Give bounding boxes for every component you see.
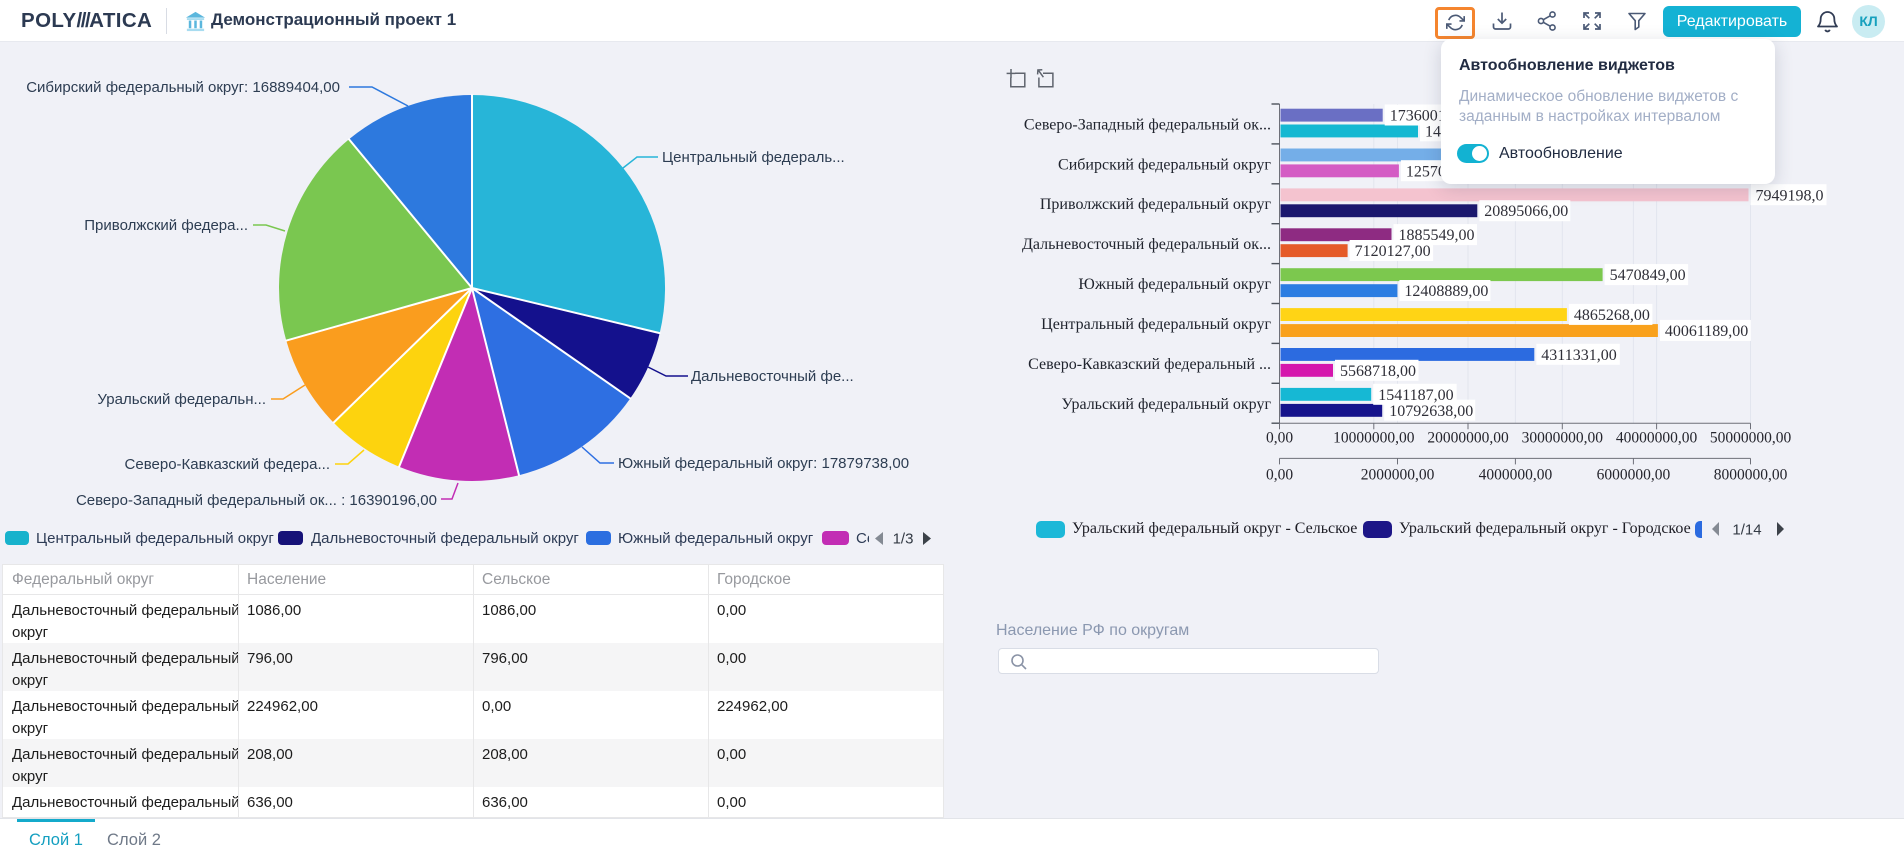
svg-text:Дальневосточный фе...: Дальневосточный фе... <box>691 368 854 385</box>
svg-text:Сибирский федеральный округ: 1: Сибирский федеральный округ: 16889404,00 <box>26 79 340 96</box>
svg-text:Дальневосточный федеральный ок: Дальневосточный федеральный ок... <box>1022 236 1271 253</box>
svg-text:0,00: 0,00 <box>1266 467 1293 484</box>
svg-text:Северо-Западный федеральный ок: Северо-Западный федеральный ок... : 1639… <box>76 492 437 509</box>
svg-text:4000000,00: 4000000,00 <box>1479 467 1553 484</box>
svg-text:50000000,00: 50000000,00 <box>1710 430 1792 447</box>
svg-text:40061189,00: 40061189,00 <box>1665 323 1748 340</box>
svg-text:40000000,00: 40000000,00 <box>1616 430 1698 447</box>
svg-text:Приволжский федеральный округ: Приволжский федеральный округ <box>1040 196 1272 213</box>
svg-text:Уральский федеральн...: Уральский федеральн... <box>97 391 266 408</box>
svg-text:12408889,00: 12408889,00 <box>1404 283 1488 300</box>
svg-text:0,00: 0,00 <box>1266 430 1293 447</box>
svg-text:Северо-Кавказский федера...: Северо-Кавказский федера... <box>125 456 330 473</box>
svg-text:5568718,00: 5568718,00 <box>1340 363 1416 380</box>
svg-text:Центральный федеральный округ: Центральный федеральный округ <box>1041 316 1271 333</box>
svg-text:Центральный федераль...: Центральный федераль... <box>662 149 845 166</box>
svg-text:4311331,00: 4311331,00 <box>1541 347 1616 364</box>
svg-text:Уральский федеральный округ: Уральский федеральный округ <box>1062 396 1272 413</box>
svg-text:1541187,00: 1541187,00 <box>1378 387 1453 404</box>
svg-text:7949198,0: 7949198,0 <box>1756 187 1824 204</box>
svg-text:Северо-Кавказский федеральный: Северо-Кавказский федеральный ... <box>1028 356 1271 373</box>
svg-text:Южный федеральный округ: 17879: Южный федеральный округ: 17879738,00 <box>618 455 909 472</box>
svg-text:20895066,00: 20895066,00 <box>1484 203 1568 220</box>
svg-text:Северо-Западный федеральный ок: Северо-Западный федеральный ок... <box>1024 116 1271 133</box>
svg-text:2000000,00: 2000000,00 <box>1361 467 1435 484</box>
svg-text:Приволжский федера...: Приволжский федера... <box>84 217 248 234</box>
svg-text:1/14: 1/14 <box>1732 522 1761 538</box>
svg-text:6000000,00: 6000000,00 <box>1597 467 1671 484</box>
svg-text:20000000,00: 20000000,00 <box>1427 430 1509 447</box>
svg-text:10792638,00: 10792638,00 <box>1389 403 1473 420</box>
svg-text:4865268,00: 4865268,00 <box>1574 307 1650 324</box>
svg-text:8000000,00: 8000000,00 <box>1714 467 1788 484</box>
svg-text:1/3: 1/3 <box>893 531 914 546</box>
svg-text:1885549,00: 1885549,00 <box>1399 227 1475 244</box>
svg-text:Южный федеральный округ: Южный федеральный округ <box>1078 276 1271 293</box>
svg-text:5470849,00: 5470849,00 <box>1610 267 1686 284</box>
svg-text:7120127,00: 7120127,00 <box>1355 243 1431 260</box>
svg-text:10000000,00: 10000000,00 <box>1333 430 1415 447</box>
svg-text:30000000,00: 30000000,00 <box>1522 430 1604 447</box>
svg-text:Сибирский федеральный округ: Сибирский федеральный округ <box>1058 156 1271 173</box>
